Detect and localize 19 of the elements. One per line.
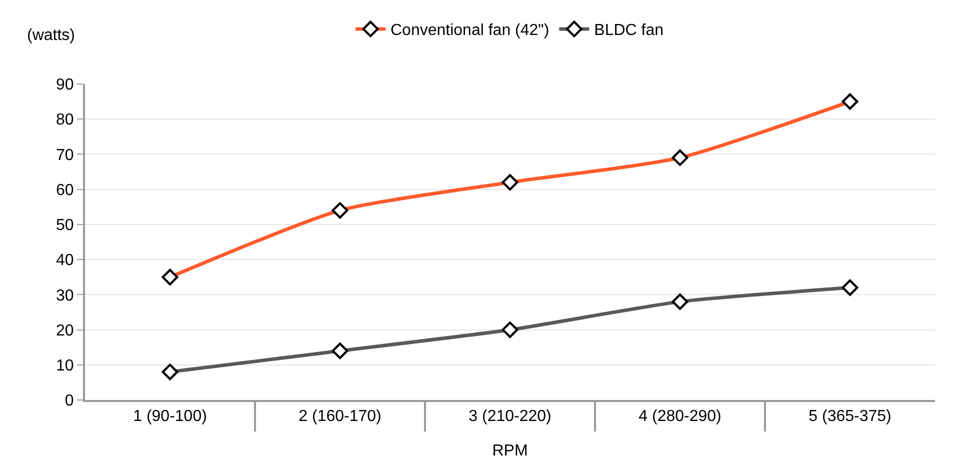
y-tick-label: 80: [56, 112, 74, 129]
y-tick-label: 90: [56, 76, 74, 94]
x-tick-label: 4 (280-290): [638, 408, 722, 426]
legend-label: BLDC fan: [594, 22, 664, 40]
y-tick-label: 10: [56, 357, 74, 374]
y-tick-label: 0: [64, 392, 74, 410]
y-tick-label: 60: [56, 182, 74, 199]
legend-label: Conventional fan (42"): [390, 22, 550, 40]
x-tick-label: 1 (90-100): [133, 408, 207, 426]
x-axis-title: RPM: [492, 442, 528, 460]
y-axis-title: (watts): [27, 27, 75, 44]
y-tick-label: 70: [56, 146, 74, 164]
x-tick-label: 2 (160-170): [298, 408, 382, 426]
x-tick-label: 5 (365-375): [808, 408, 892, 426]
y-tick-label: 20: [56, 322, 74, 340]
y-tick-label: 50: [56, 217, 74, 234]
y-tick-label: 30: [56, 287, 74, 304]
x-tick-label: 3 (210-220): [468, 408, 552, 426]
y-tick-label: 40: [56, 252, 74, 270]
